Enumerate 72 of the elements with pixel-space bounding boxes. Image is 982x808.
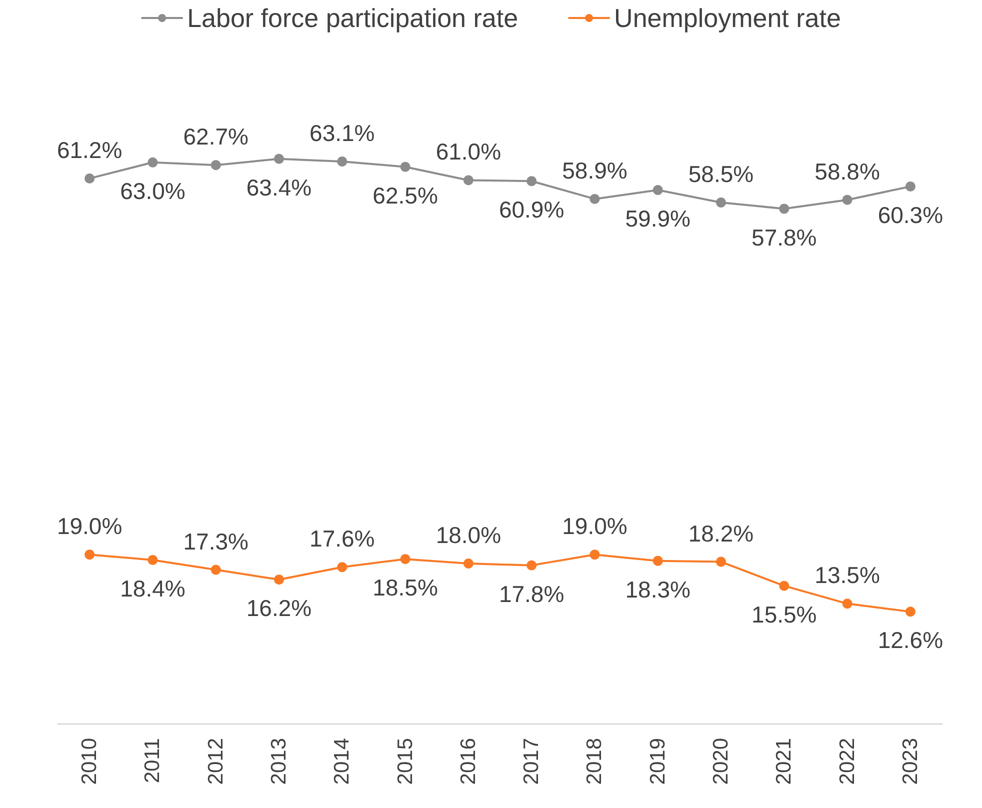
point xyxy=(210,564,221,575)
point xyxy=(590,550,600,560)
x-tick-label: 2015 xyxy=(394,738,417,785)
point xyxy=(526,176,537,186)
data-label: 63.1% xyxy=(310,120,375,146)
point xyxy=(779,580,790,591)
data-label: 58.9% xyxy=(562,157,628,184)
data-label: 15.5% xyxy=(752,601,817,628)
point xyxy=(526,560,537,570)
data-label: 16.2% xyxy=(246,595,312,622)
x-tick-label: 2016 xyxy=(456,738,480,785)
data-label: 17.3% xyxy=(183,528,248,554)
data-label: 19.0% xyxy=(56,513,122,540)
data-label: 18.4% xyxy=(120,575,186,602)
point xyxy=(210,160,221,170)
x-tick-label: 2017 xyxy=(520,738,544,785)
x-tick-label: 2013 xyxy=(268,738,290,785)
x-tick-label: 2023 xyxy=(898,738,922,785)
point xyxy=(84,550,95,560)
x-tick-label: 2011 xyxy=(141,738,164,784)
point xyxy=(590,194,600,204)
data-label: 61.2% xyxy=(56,136,122,163)
point xyxy=(652,556,663,566)
data-label: 57.8% xyxy=(752,224,817,250)
point xyxy=(148,157,158,168)
x-tick-label: 2012 xyxy=(204,738,228,785)
point xyxy=(905,606,916,617)
point xyxy=(337,156,348,167)
data-label: 18.2% xyxy=(688,520,754,546)
data-label: 60.3% xyxy=(878,202,944,228)
data-label: 12.6% xyxy=(878,627,944,654)
point xyxy=(779,204,790,214)
point xyxy=(463,558,474,569)
point xyxy=(463,175,474,186)
data-label: 60.9% xyxy=(498,196,564,223)
data-label: 19.0% xyxy=(562,513,628,540)
data-label: 58.8% xyxy=(814,158,880,184)
point xyxy=(716,198,726,208)
data-label: 13.5% xyxy=(814,562,880,588)
point xyxy=(400,162,410,172)
point xyxy=(842,598,852,609)
data-label: 62.5% xyxy=(372,182,438,208)
data-label: 63.4% xyxy=(246,174,312,200)
point xyxy=(842,194,852,205)
point xyxy=(148,554,158,565)
x-tick-label: 2010 xyxy=(78,738,102,785)
x-tick-label: 2014 xyxy=(330,738,354,785)
point xyxy=(274,574,284,585)
legend-label: Unemployment rate xyxy=(614,3,841,33)
data-label: 62.7% xyxy=(183,124,248,150)
data-label: 59.9% xyxy=(625,206,690,232)
point xyxy=(274,154,284,164)
x-tick-label: 2022 xyxy=(836,738,859,785)
x-tick-label: 2018 xyxy=(583,738,606,785)
data-label: 18.3% xyxy=(625,576,690,602)
x-tick-label: 2019 xyxy=(646,738,670,785)
data-label: 58.5% xyxy=(688,161,754,188)
point xyxy=(84,173,95,184)
legend-label: Labor force participation rate xyxy=(187,3,518,33)
point xyxy=(905,181,916,192)
x-tick-label: 2021 xyxy=(772,738,796,785)
point xyxy=(400,554,410,564)
data-label: 18.5% xyxy=(372,574,438,601)
point xyxy=(337,562,348,572)
data-label: 17.8% xyxy=(498,580,564,607)
x-tick-label: 2020 xyxy=(710,738,732,785)
point xyxy=(716,556,726,567)
data-label: 63.0% xyxy=(120,178,186,204)
data-label: 17.6% xyxy=(310,526,375,552)
point xyxy=(652,185,663,196)
data-label: 61.0% xyxy=(436,138,502,165)
data-label: 18.0% xyxy=(436,522,502,548)
